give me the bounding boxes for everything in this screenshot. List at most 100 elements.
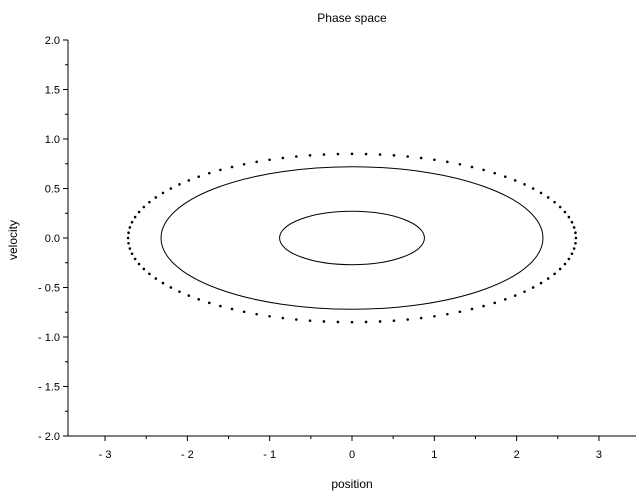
y-axis-title: velocity bbox=[6, 220, 20, 260]
orbit-point bbox=[197, 298, 200, 301]
orbit-point bbox=[170, 187, 173, 190]
orbit-point bbox=[208, 172, 211, 175]
x-tick-label: 1 bbox=[431, 449, 437, 461]
orbit-point bbox=[127, 242, 130, 245]
x-tick-label: 3 bbox=[596, 449, 602, 461]
orbit-point bbox=[243, 163, 246, 166]
orbit-point bbox=[323, 153, 326, 156]
series-orbit-dotted bbox=[127, 153, 577, 324]
orbit-point bbox=[575, 237, 578, 240]
orbit-point bbox=[420, 157, 423, 160]
orbit-point bbox=[446, 313, 449, 316]
orbit-point bbox=[268, 315, 271, 318]
orbit-point bbox=[406, 318, 409, 321]
x-tick-label: 2 bbox=[514, 449, 520, 461]
orbit-point bbox=[127, 237, 130, 240]
orbit-point bbox=[208, 302, 211, 305]
orbit-point bbox=[482, 305, 485, 308]
x-tick-label: - 1 bbox=[263, 449, 276, 461]
y-tick-label: 1.5 bbox=[45, 85, 60, 97]
orbit-point bbox=[571, 221, 574, 224]
orbit-point bbox=[553, 273, 556, 276]
orbit-point bbox=[406, 155, 409, 158]
orbit-point bbox=[532, 286, 535, 289]
orbit-point bbox=[231, 166, 234, 169]
orbit-point bbox=[471, 308, 474, 311]
orbit-point bbox=[187, 179, 190, 182]
x-tick-label: - 2 bbox=[181, 449, 194, 461]
plot-area bbox=[127, 153, 577, 324]
orbit-point bbox=[148, 201, 151, 204]
orbit-point bbox=[127, 231, 130, 234]
orbit-point bbox=[523, 183, 526, 186]
orbit-point bbox=[459, 310, 462, 313]
orbit-point bbox=[309, 154, 312, 157]
y-tick-label: 1.0 bbox=[45, 134, 60, 146]
orbit-point bbox=[568, 216, 571, 219]
orbit-point bbox=[514, 294, 517, 297]
orbit-point bbox=[295, 155, 298, 158]
orbit-point bbox=[154, 196, 157, 199]
orbit-point bbox=[187, 294, 190, 297]
y-tick-label: - 0.5 bbox=[38, 283, 60, 295]
orbit-point bbox=[493, 172, 496, 175]
orbit-point bbox=[148, 273, 151, 276]
orbit-point bbox=[337, 153, 340, 156]
orbit-point bbox=[393, 319, 396, 322]
series-orbit-1 bbox=[280, 211, 425, 264]
y-tick-label: - 1.5 bbox=[38, 382, 60, 394]
orbit-point bbox=[547, 277, 550, 280]
orbit-point bbox=[446, 161, 449, 164]
orbit-point bbox=[219, 169, 222, 172]
orbit-point bbox=[134, 216, 137, 219]
orbit-point bbox=[365, 321, 368, 324]
orbit-point bbox=[540, 282, 543, 285]
orbit-point bbox=[504, 175, 507, 178]
orbit-point bbox=[162, 282, 165, 285]
orbit-point bbox=[143, 268, 146, 271]
orbit-point bbox=[268, 158, 271, 161]
series-orbit-2 bbox=[161, 167, 543, 310]
y-tick-label: - 2.0 bbox=[38, 431, 60, 443]
orbit-point bbox=[134, 258, 137, 261]
orbit-point bbox=[574, 242, 577, 245]
orbit-point bbox=[131, 252, 134, 255]
orbit-point bbox=[559, 206, 562, 209]
orbit-point bbox=[337, 321, 340, 324]
x-axis-title: position bbox=[331, 477, 372, 491]
orbit-point bbox=[493, 302, 496, 305]
orbit-point bbox=[379, 320, 382, 323]
orbit-point bbox=[571, 252, 574, 255]
orbit-point bbox=[547, 196, 550, 199]
orbit-point bbox=[573, 226, 576, 229]
orbit-point bbox=[323, 320, 326, 323]
y-tick-label: 2.0 bbox=[45, 35, 60, 47]
orbit-point bbox=[243, 310, 246, 313]
orbit-point bbox=[282, 157, 285, 160]
orbit-point bbox=[504, 298, 507, 301]
orbit-point bbox=[129, 247, 132, 250]
orbit-point bbox=[143, 206, 146, 209]
orbit-point bbox=[295, 318, 298, 321]
orbit-point bbox=[219, 305, 222, 308]
orbit-point bbox=[138, 263, 141, 266]
orbit-point bbox=[553, 201, 556, 204]
orbit-point bbox=[351, 153, 354, 156]
orbit-point bbox=[564, 263, 567, 266]
orbit-point bbox=[420, 317, 423, 320]
orbit-point bbox=[282, 317, 285, 320]
orbit-point bbox=[178, 290, 181, 293]
orbit-point bbox=[131, 221, 134, 224]
orbit-point bbox=[365, 153, 368, 156]
orbit-point bbox=[532, 187, 535, 190]
orbit-point bbox=[459, 163, 462, 166]
y-tick-label: - 1.0 bbox=[38, 332, 60, 344]
orbit-point bbox=[540, 192, 543, 195]
orbit-point bbox=[231, 308, 234, 311]
orbit-point bbox=[523, 290, 526, 293]
orbit-point bbox=[379, 153, 382, 156]
orbit-point bbox=[178, 183, 181, 186]
orbit-point bbox=[309, 319, 312, 322]
y-tick-label: 0.0 bbox=[45, 233, 60, 245]
